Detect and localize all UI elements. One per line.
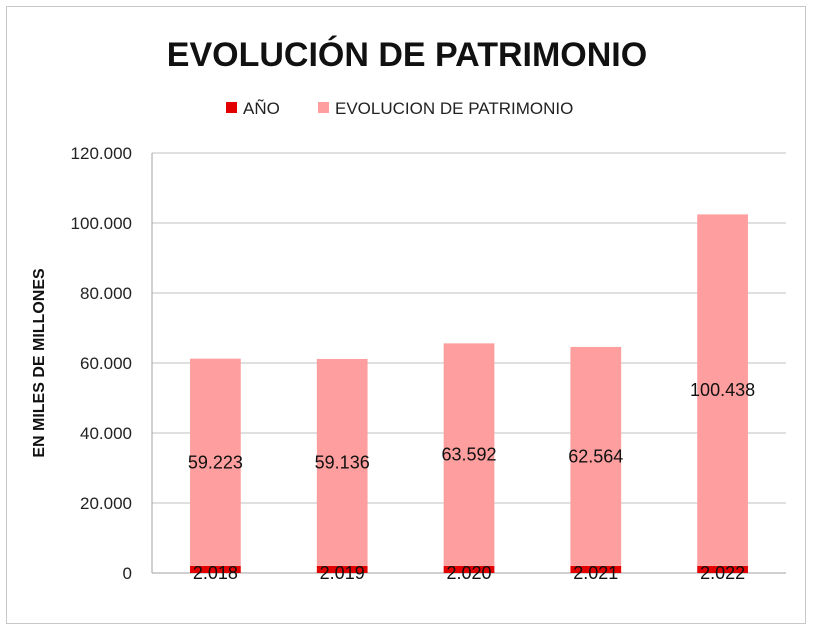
y-tick-label: 80.000 [80,284,132,303]
bar-patrimonio [316,358,368,566]
bar-patrimonio [443,343,495,566]
bar-patrimonio [697,214,748,566]
bar-ano [570,565,622,573]
data-label-patrimonio: 63.592 [441,445,496,465]
gridlines [151,152,786,574]
y-tick-label: 40.000 [80,424,132,443]
legend-swatch-patrimonio [318,102,329,113]
y-axis-ticks: 0 20.000 40.000 60.000 80.000 100.000 120.000 [71,144,132,583]
legend-label-patrimonio: EVOLUCION DE PATRIMONIO [335,99,573,118]
legend-label-ano: AÑO [243,99,280,118]
data-label-ano: 2.020 [446,563,491,583]
bars [190,214,748,573]
bar-ano [316,565,368,573]
data-label-patrimonio: 62.564 [568,446,623,466]
y-tick-label: 100.000 [71,214,132,233]
bar-patrimonio [570,346,622,566]
bar-ano [697,565,748,573]
y-axis-label: EN MILES DE MILLONES [31,268,48,458]
data-label-ano: 2.018 [193,563,238,583]
y-tick-label: 120.000 [71,144,132,163]
bar-ano [443,565,495,573]
chart-frame [6,6,806,624]
data-label-ano: 2.022 [700,563,745,583]
y-tick-label: 60.000 [80,354,132,373]
legend: AÑO EVOLUCION DE PATRIMONIO [226,99,573,118]
data-labels: 2.018 59.223 2.019 59.136 2.020 63.592 2.021 62… [188,380,755,583]
y-tick-label: 20.000 [80,494,132,513]
legend-swatch-ano [226,102,237,113]
bar-ano [190,565,241,573]
data-label-ano: 2.021 [573,563,618,583]
bar-patrimonio [190,358,241,566]
chart-title: EVOLUCIÓN DE PATRIMONIO [167,36,647,74]
data-label-patrimonio: 59.136 [315,452,370,472]
data-label-patrimonio: 100.438 [690,380,755,400]
y-tick-label: 0 [123,564,132,583]
data-label-ano: 2.019 [320,563,365,583]
data-label-patrimonio: 59.223 [188,452,243,472]
